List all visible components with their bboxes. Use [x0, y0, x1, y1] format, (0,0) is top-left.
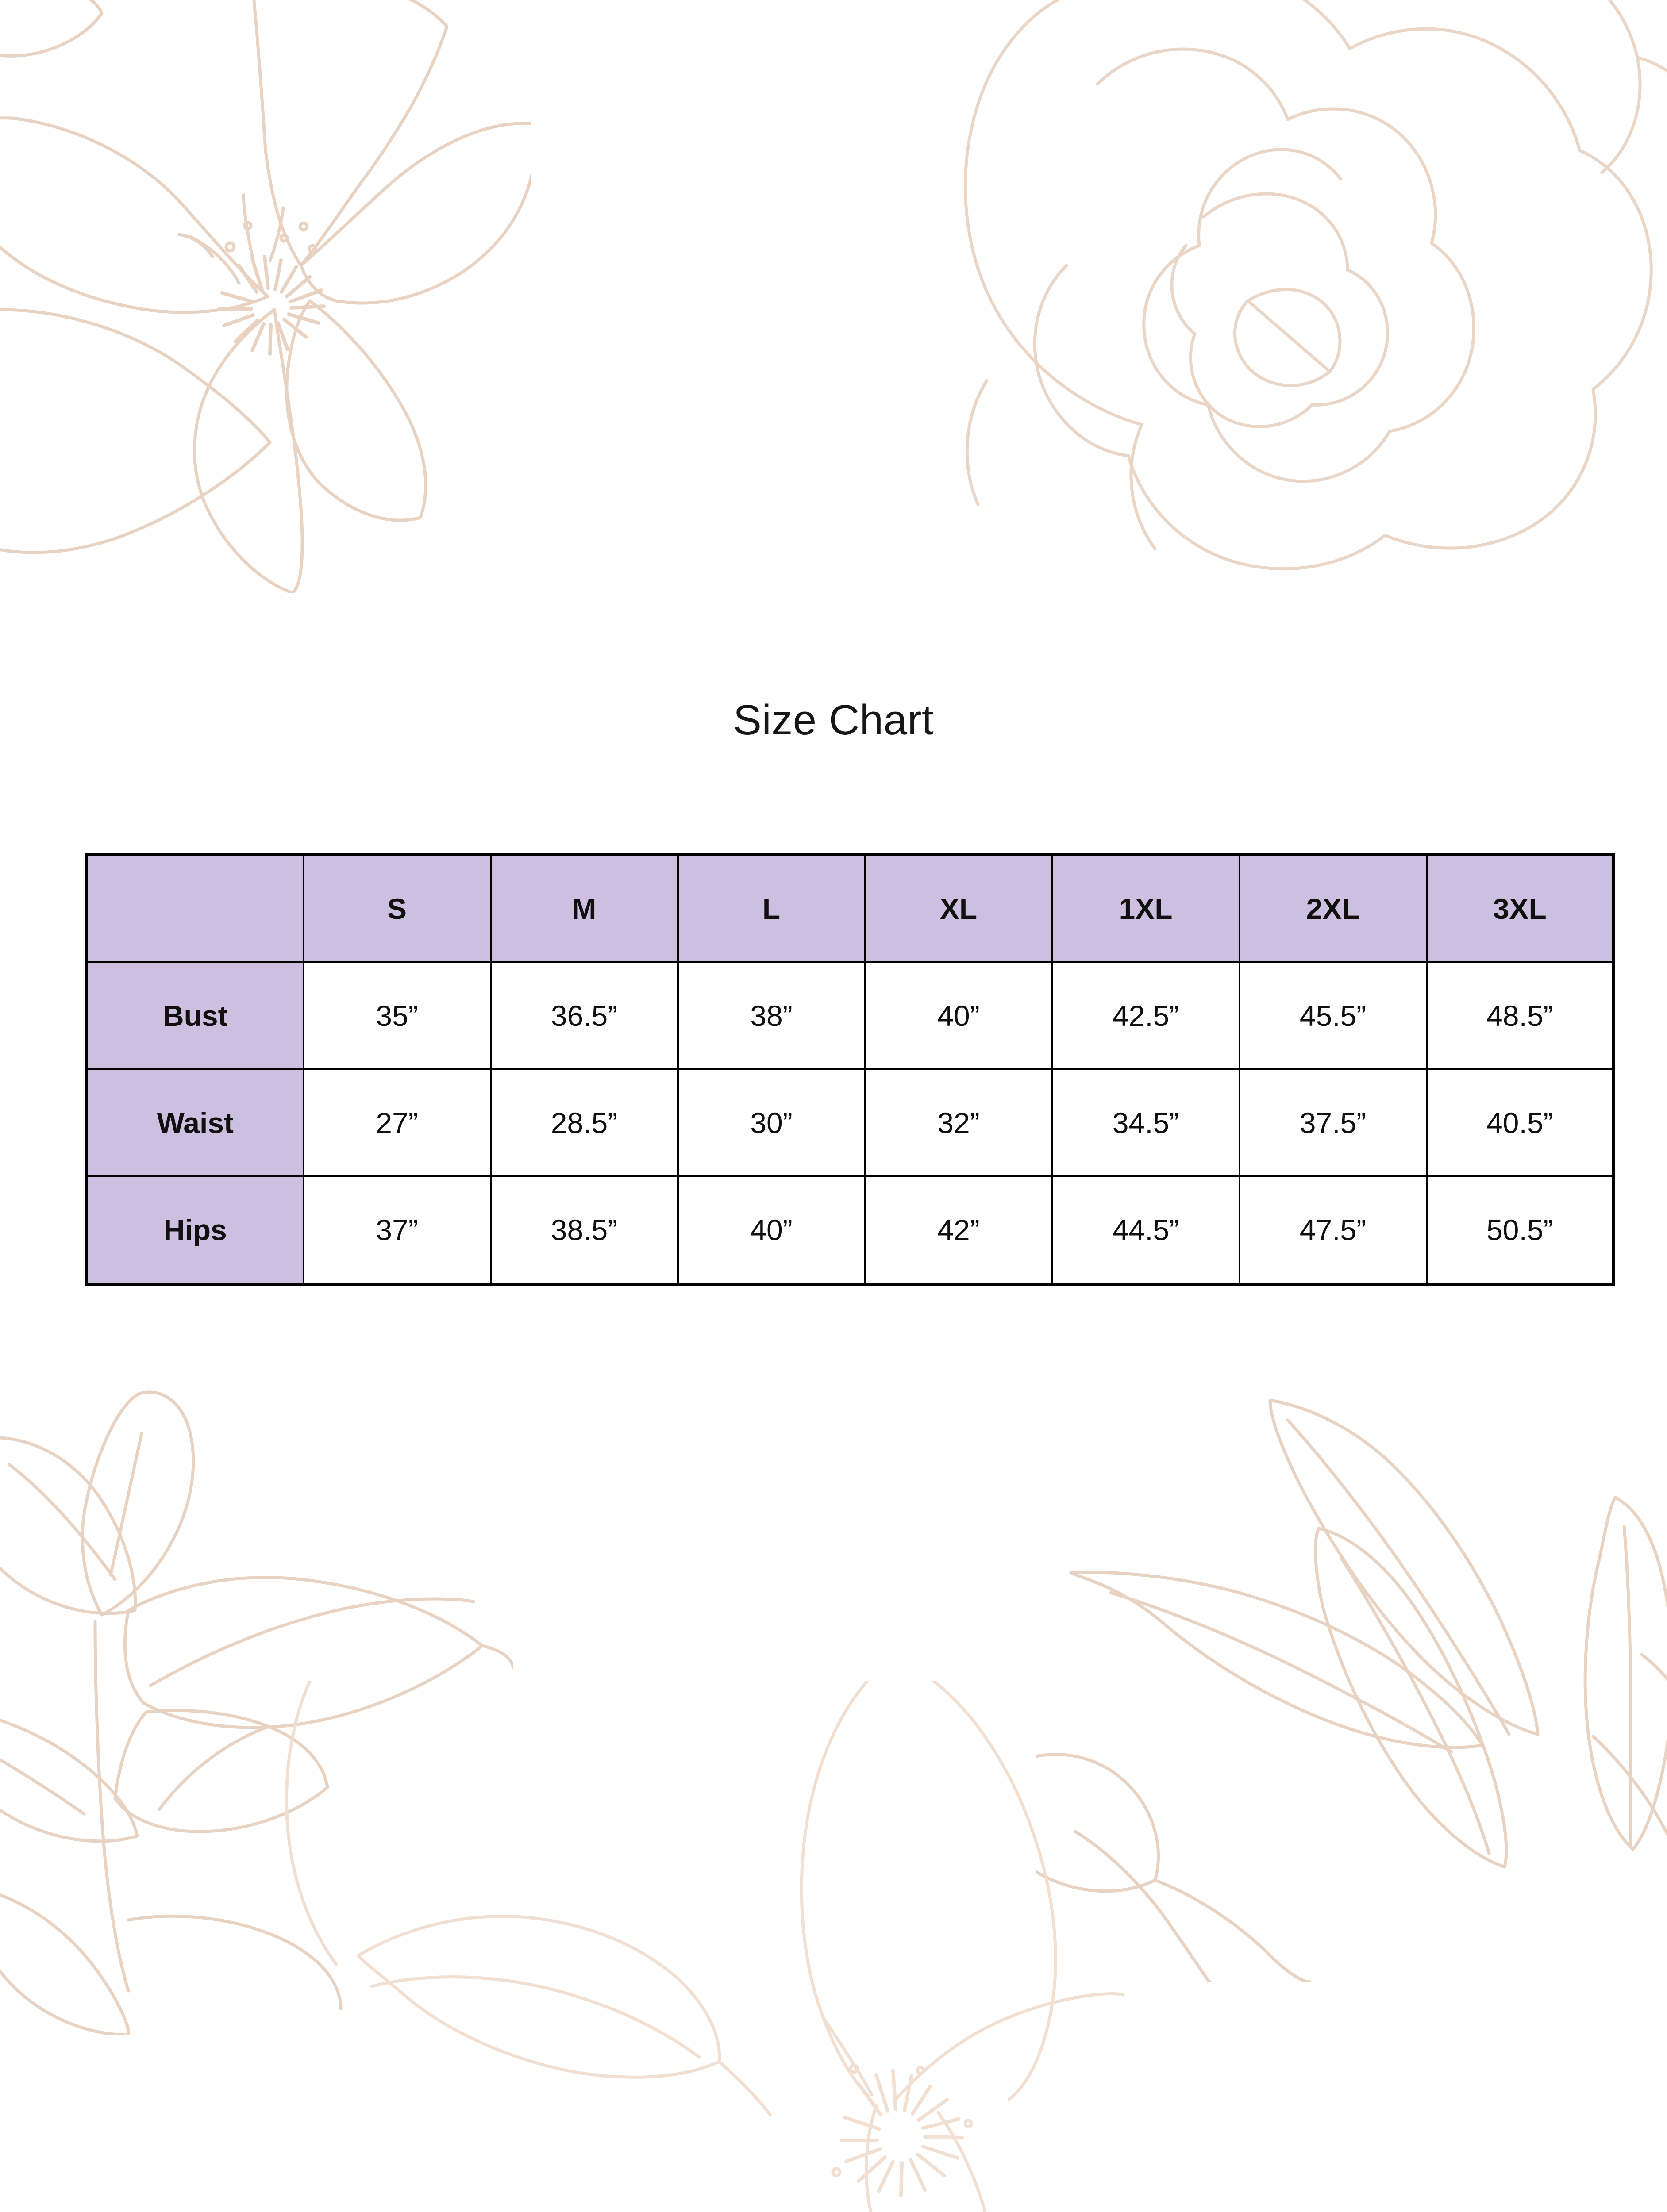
row-label-hips: Hips — [85, 1175, 304, 1285]
size-chart-table: S M L XL 1XL 2XL 3XL Bust 35” 36.5” 38” … — [85, 853, 1615, 1286]
cell-waist-xl: 32” — [864, 1068, 1053, 1177]
column-header-3xl: 3XL — [1425, 853, 1615, 963]
column-header-l: L — [677, 853, 866, 963]
column-header-1xl: 1XL — [1051, 853, 1240, 963]
cell-waist-2xl: 37.5” — [1238, 1068, 1428, 1177]
row-label-bust: Bust — [85, 961, 304, 1070]
column-header-xl: XL — [864, 853, 1053, 963]
table-row-bust: Bust 35” 36.5” 38” 40” 42.5” 45.5” 48.5” — [85, 961, 1615, 1070]
column-header-m: M — [489, 853, 679, 963]
cell-hips-3xl: 50.5” — [1425, 1175, 1615, 1285]
cell-waist-m: 28.5” — [489, 1068, 679, 1177]
cell-hips-m: 38.5” — [489, 1175, 679, 1285]
cell-hips-2xl: 47.5” — [1238, 1175, 1428, 1285]
cell-hips-1xl: 44.5” — [1051, 1175, 1240, 1285]
cell-hips-xl: 42” — [864, 1175, 1053, 1285]
cell-hips-s: 37” — [302, 1175, 492, 1285]
cell-waist-l: 30” — [677, 1068, 866, 1177]
cell-waist-3xl: 40.5” — [1425, 1068, 1615, 1177]
cell-bust-l: 38” — [677, 961, 866, 1070]
column-header-s: S — [302, 853, 492, 963]
column-header-2xl: 2XL — [1238, 853, 1428, 963]
cell-hips-l: 40” — [677, 1175, 866, 1285]
row-label-waist: Waist — [85, 1068, 304, 1177]
cell-bust-m: 36.5” — [489, 961, 679, 1070]
table-row-waist: Waist 27” 28.5” 30” 32” 34.5” 37.5” 40.5… — [85, 1068, 1615, 1177]
table-corner-cell — [85, 853, 304, 963]
cell-bust-xl: 40” — [864, 961, 1053, 1070]
cell-bust-s: 35” — [302, 961, 492, 1070]
table-header-row: S M L XL 1XL 2XL 3XL — [85, 853, 1615, 963]
cell-bust-3xl: 48.5” — [1425, 961, 1615, 1070]
cell-waist-1xl: 34.5” — [1051, 1068, 1240, 1177]
cell-bust-1xl: 42.5” — [1051, 961, 1240, 1070]
cell-waist-s: 27” — [302, 1068, 492, 1177]
size-chart-table-container: S M L XL 1XL 2XL 3XL Bust 35” 36.5” 38” … — [85, 853, 1615, 1286]
page-title: Size Chart — [733, 696, 934, 744]
cell-bust-2xl: 45.5” — [1238, 961, 1428, 1070]
table-row-hips: Hips 37” 38.5” 40” 42” 44.5” 47.5” 50.5” — [85, 1175, 1615, 1285]
